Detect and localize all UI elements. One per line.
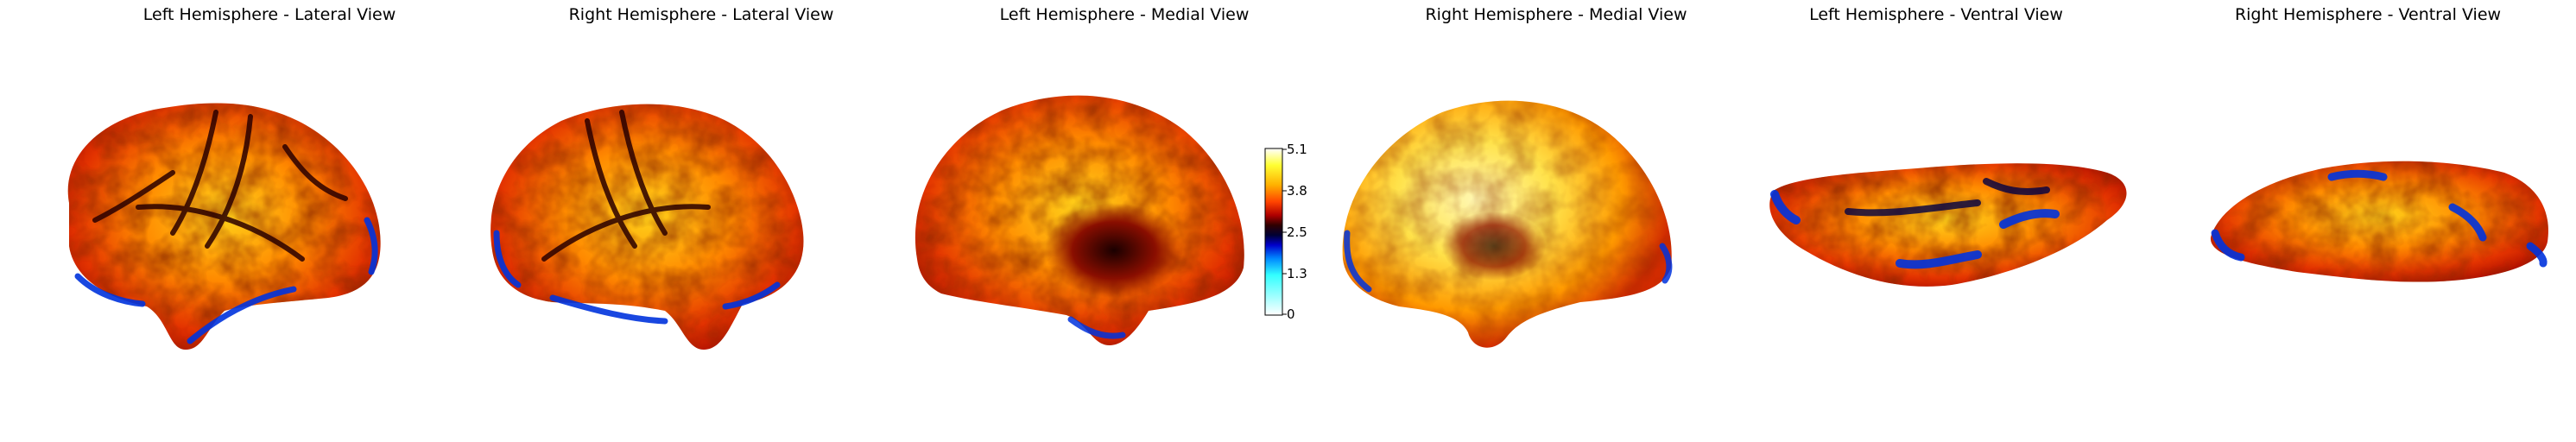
panel-title-left-lateral: Left Hemisphere - Lateral View <box>142 5 396 24</box>
panel-title-right-medial: Right Hemisphere - Medial View <box>1425 5 1687 24</box>
panel-title-right-lateral: Right Hemisphere - Lateral View <box>568 5 834 24</box>
brain-right-ventral-icon <box>2210 161 2548 282</box>
colorbar-tick-label: 5.1 <box>1287 142 1307 157</box>
colorbar <box>1264 148 1287 316</box>
brain-left-lateral-icon <box>67 103 381 350</box>
brain-right-lateral-icon <box>491 104 804 350</box>
panel-title-left-medial: Left Hemisphere - Medial View <box>999 5 1250 24</box>
colorbar-tick-label: 3.8 <box>1287 183 1307 199</box>
panel-title-right-ventral: Right Hemisphere - Ventral View <box>2234 5 2502 24</box>
colorbar-tick-label: 2.5 <box>1287 224 1307 240</box>
brain-right-medial-icon <box>1342 100 1673 348</box>
colorbar-tick-label: 0 <box>1287 306 1295 322</box>
panel-title-left-ventral: Left Hemisphere - Ventral View <box>1809 5 2063 24</box>
colorbar-tick-label: 1.3 <box>1287 266 1307 281</box>
brain-left-medial-icon <box>915 95 1244 346</box>
brain-left-ventral-icon <box>1769 163 2127 287</box>
